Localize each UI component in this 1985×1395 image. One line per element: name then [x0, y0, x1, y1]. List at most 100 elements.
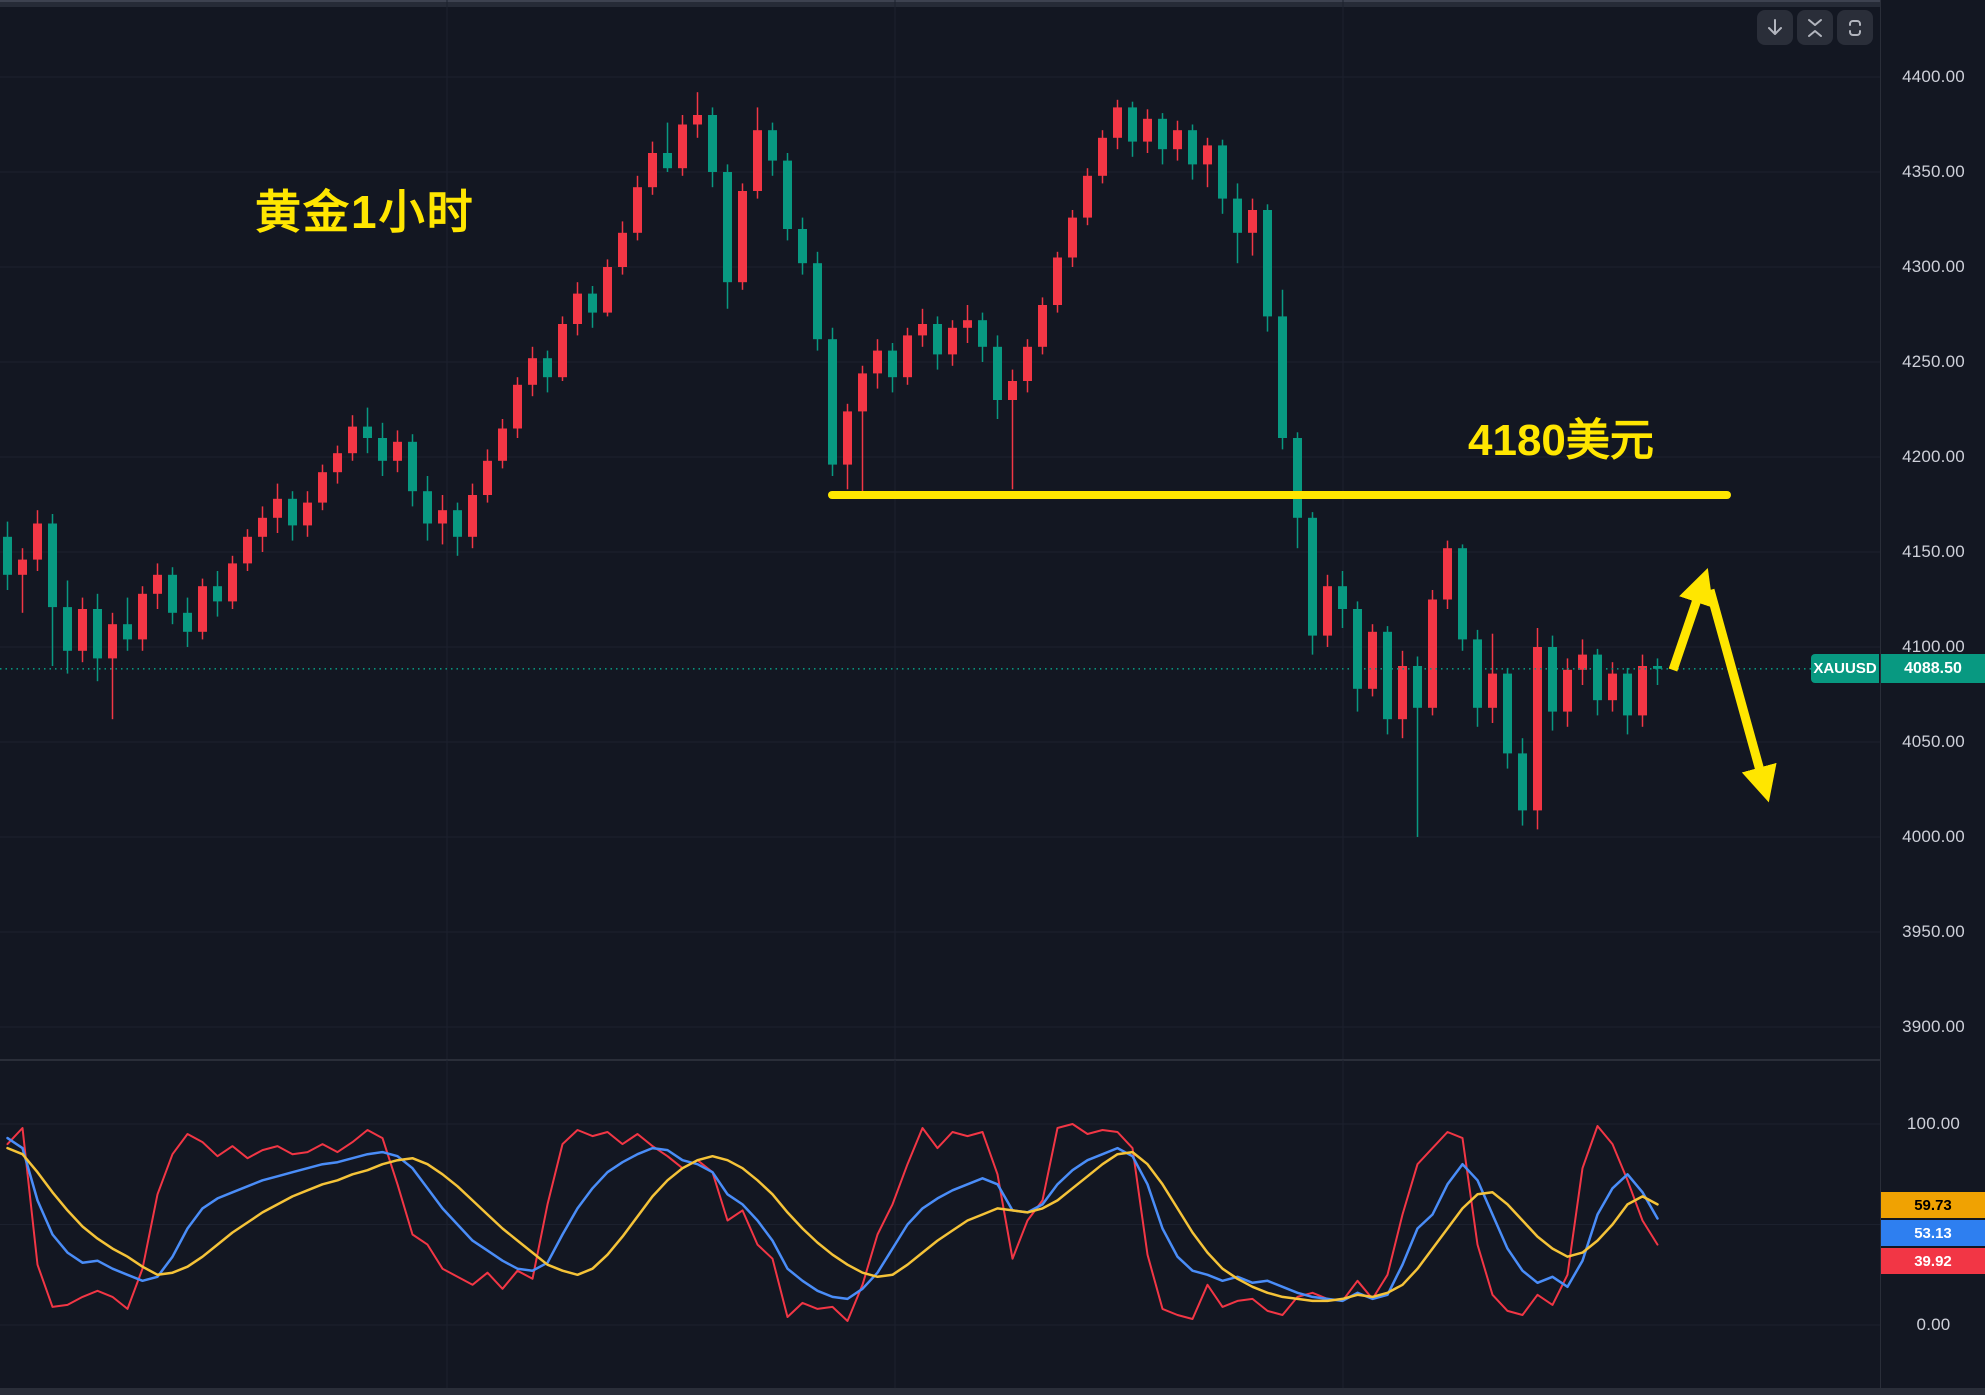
- candle-body: [1203, 145, 1212, 165]
- down-arrow: [1705, 588, 1777, 803]
- candle-body: [498, 428, 507, 461]
- candle-body: [1518, 753, 1527, 811]
- collapse-chevrons-icon: [1808, 18, 1822, 37]
- candle-body: [618, 232, 627, 267]
- candle-body: [513, 384, 522, 429]
- oscillator-line-k: [6, 1123, 1659, 1322]
- candle-body: [693, 115, 702, 125]
- candle-body: [228, 563, 237, 602]
- oscillator-value-tag-d: 53.13: [1881, 1220, 1985, 1246]
- candle-body: [888, 350, 897, 378]
- candle-body: [1563, 669, 1572, 712]
- candle-body: [1038, 305, 1047, 347]
- candle-body: [738, 191, 747, 283]
- candle-body: [543, 358, 552, 378]
- candle-body: [1158, 118, 1167, 150]
- candle-body: [1458, 548, 1467, 640]
- oscillator-value-tag-k: 39.92: [1881, 1248, 1985, 1274]
- candle-body: [858, 373, 867, 412]
- candle-body: [1653, 666, 1662, 669]
- candle-body: [783, 160, 792, 229]
- price-chart-pane[interactable]: [0, 0, 1880, 1060]
- candle-body: [1293, 438, 1302, 518]
- oscillator-pane[interactable]: [0, 1060, 1880, 1388]
- bottom-toolbar-edge: [0, 1388, 1985, 1395]
- candle-body: [18, 559, 27, 575]
- arrow-down-icon: [1768, 18, 1782, 35]
- candle-body: [1413, 666, 1422, 708]
- candle-body: [258, 517, 267, 537]
- candle-body: [1503, 673, 1512, 754]
- candle-body: [33, 523, 42, 560]
- oscillator-axis-label: 100.00: [1906, 1114, 1961, 1133]
- candle-body: [1473, 639, 1482, 708]
- price-axis-label: 4100.00: [1902, 637, 1965, 656]
- price-axis-label: 4000.00: [1902, 827, 1965, 846]
- candle-body: [408, 441, 417, 492]
- candle-body: [933, 324, 942, 355]
- candle-body: [603, 267, 612, 313]
- pane-toolbar: [1757, 10, 1873, 45]
- candle-body: [633, 187, 642, 233]
- candle-body: [588, 293, 597, 313]
- candle-body: [1023, 346, 1032, 381]
- candle-body: [948, 327, 957, 355]
- candle-body: [453, 510, 462, 537]
- candle-body: [528, 358, 537, 385]
- support-level-annotation: 4180美元: [1468, 416, 1654, 465]
- candle-body: [768, 130, 777, 161]
- candle-body: [483, 460, 492, 495]
- candle-body: [1338, 586, 1347, 609]
- candle-body: [1368, 631, 1377, 689]
- candle-body: [273, 498, 282, 518]
- candle-body: [1533, 647, 1542, 811]
- candle-body: [843, 411, 852, 465]
- maximize-pane-button[interactable]: [1837, 10, 1873, 45]
- oscillator-line-d: [6, 1136, 1659, 1303]
- candle-body: [138, 593, 147, 640]
- up-arrow: [1668, 567, 1714, 672]
- price-axis[interactable]: 4400.00 4350.00 4300.00 4250.00 4200.00 4150.…: [1880, 0, 1985, 1395]
- candle-body: [963, 320, 972, 328]
- candle-body: [663, 153, 672, 169]
- top-toolbar-edge: [0, 0, 1985, 7]
- candle-body: [918, 324, 927, 336]
- candle-body: [1488, 673, 1497, 708]
- candle-body: [1128, 107, 1137, 142]
- candle-body: [1623, 673, 1632, 716]
- candle-body: [1443, 548, 1452, 600]
- candle-body: [168, 574, 177, 613]
- candle-body: [753, 130, 762, 191]
- candle-body: [363, 426, 372, 438]
- pane-separator[interactable]: [0, 1059, 1985, 1061]
- candle-body: [903, 335, 912, 378]
- candle-body: [348, 426, 357, 454]
- oscillator-line-j: [6, 1146, 1659, 1303]
- candle-body: [1143, 118, 1152, 142]
- candle-body: [558, 324, 567, 378]
- candle-body: [1578, 654, 1587, 670]
- candle-body: [1068, 217, 1077, 258]
- candle-body: [723, 172, 732, 283]
- candle-body: [573, 293, 582, 324]
- candle-body: [1218, 145, 1227, 199]
- candle-body: [1323, 586, 1332, 636]
- candle-body: [813, 263, 822, 340]
- candle-body: [648, 153, 657, 188]
- candle-body: [1098, 137, 1107, 176]
- candle-body: [63, 607, 72, 651]
- candle-body: [1308, 517, 1317, 636]
- candle-body: [873, 350, 882, 374]
- candle-body: [243, 536, 252, 564]
- candle-body: [213, 586, 222, 602]
- collapse-pane-button[interactable]: [1797, 10, 1833, 45]
- candle-body: [198, 586, 207, 632]
- candle-body: [1428, 599, 1437, 708]
- scroll-to-recent-button[interactable]: [1757, 10, 1793, 45]
- price-axis-label: 3900.00: [1902, 1017, 1965, 1036]
- candle-body: [978, 320, 987, 347]
- price-axis-label: 3950.00: [1902, 922, 1965, 941]
- last-price-tag: 4088.50: [1881, 654, 1985, 684]
- candle-body: [333, 453, 342, 473]
